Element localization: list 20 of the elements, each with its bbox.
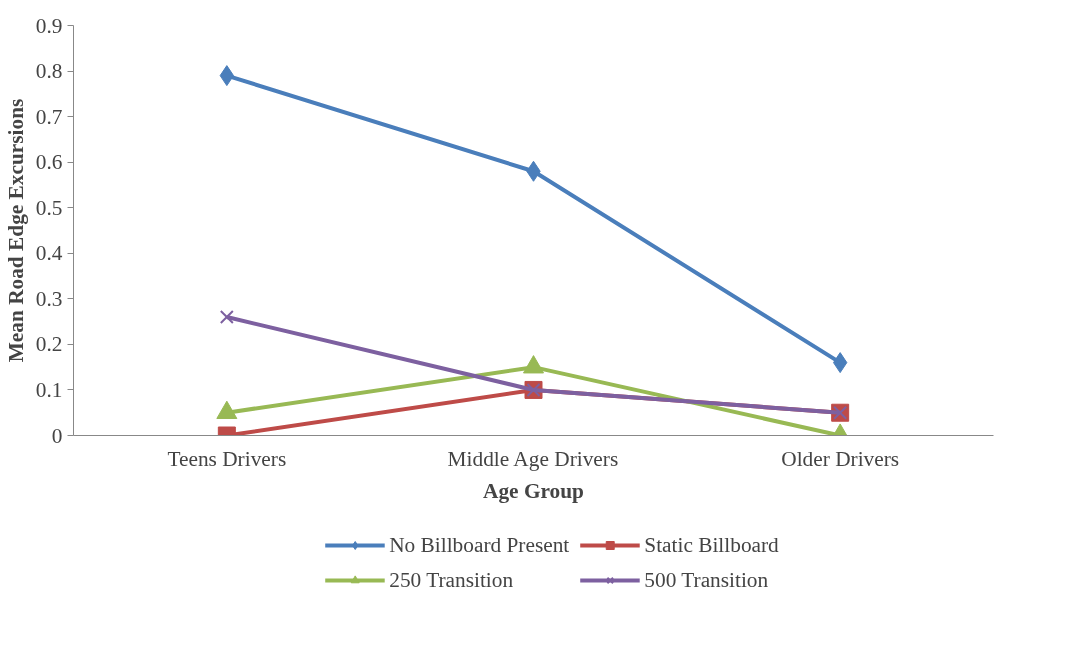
x-axis-title: Age Group — [483, 478, 584, 503]
y-tick-label: 0.8 — [35, 59, 63, 84]
legend-label: 500 Transition — [644, 567, 769, 593]
point — [219, 310, 234, 325]
legend-label: 250 Transition — [389, 567, 514, 593]
y-axis-title: Mean Road Edge Excursions — [3, 98, 28, 363]
x-tick-label: Teens Drivers — [167, 446, 287, 471]
y-tick-label: 0.9 — [35, 13, 63, 38]
y-tick-label: 0 — [51, 423, 63, 448]
y-tick-label: 0.5 — [35, 195, 63, 220]
x-tick-label: Middle Age Drivers — [447, 446, 619, 471]
y-tick-label: 0.6 — [35, 150, 63, 175]
y-tick-label: 0.4 — [35, 241, 63, 266]
y-tick-label: 0.2 — [35, 332, 63, 357]
y-tick-label: 0.1 — [35, 377, 63, 402]
y-tick-label: 0.7 — [35, 104, 63, 129]
x-tick-label: Older Drivers — [781, 446, 900, 471]
legend-label: Static Billboard — [644, 532, 779, 558]
legend-label: No Billboard Present — [389, 532, 570, 558]
y-tick-label: 0.3 — [35, 286, 63, 311]
